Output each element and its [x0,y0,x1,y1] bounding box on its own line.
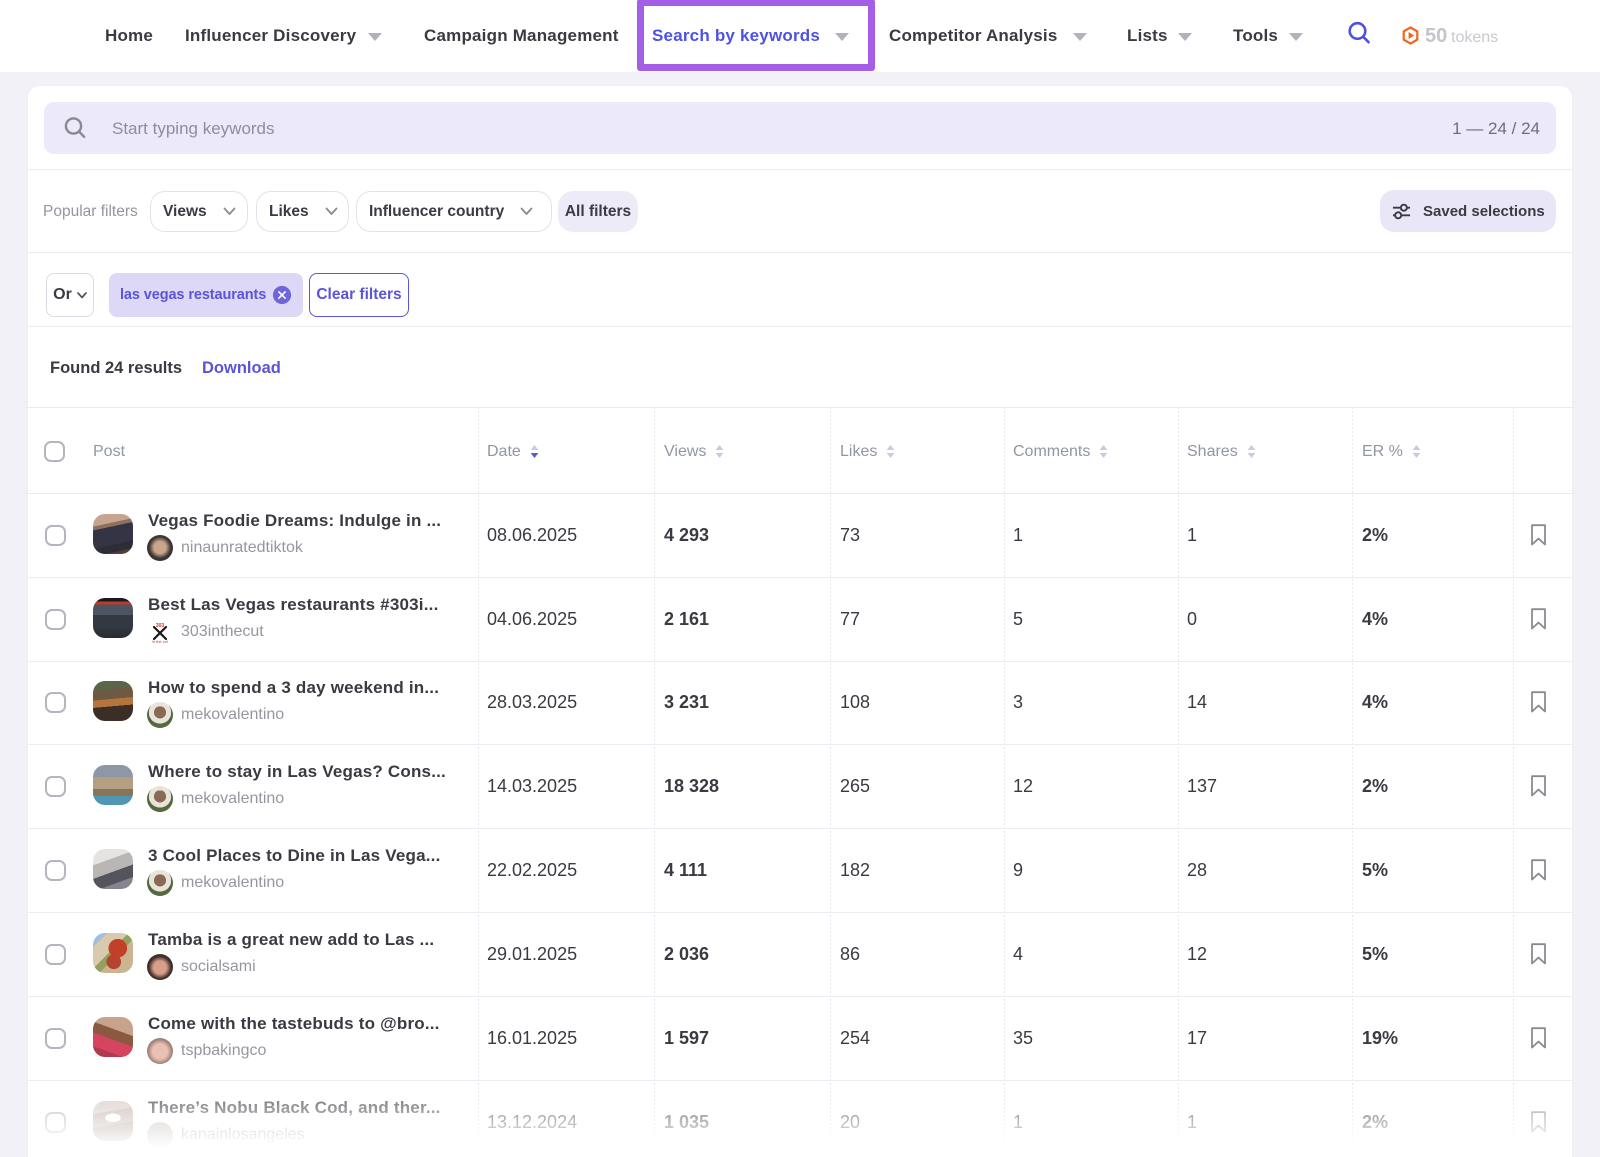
svg-text:in the cut: in the cut [152,639,169,644]
svg-text:303: 303 [156,623,165,629]
